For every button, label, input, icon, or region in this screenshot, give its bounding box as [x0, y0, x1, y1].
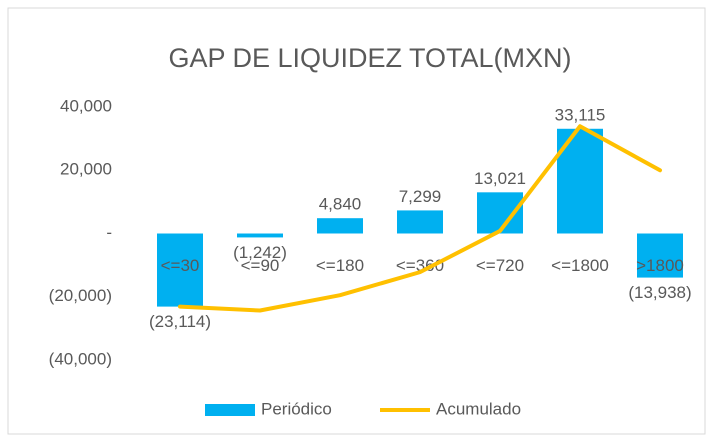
bar: [637, 233, 683, 278]
y-tick-label: (20,000): [49, 286, 112, 305]
data-label: 4,840: [319, 195, 362, 214]
x-tick-label: <=30: [161, 256, 200, 275]
bar: [397, 210, 443, 234]
legend-swatch: [205, 404, 255, 416]
x-tick-label: >1800: [636, 256, 684, 275]
x-tick-label: <=1800: [551, 256, 609, 275]
y-tick-label: (40,000): [49, 349, 112, 368]
bar: [157, 233, 203, 307]
x-tick-label: <=90: [241, 256, 280, 275]
line: [178, 124, 662, 313]
chart-title: GAP DE LIQUIDEZ TOTAL(MXN): [168, 43, 571, 73]
bar: [317, 218, 363, 234]
bar: [237, 233, 283, 238]
x-tick-label: <=180: [316, 256, 364, 275]
x-tick-label: <=720: [476, 256, 524, 275]
y-tick-label: 40,000: [60, 96, 112, 115]
data-label: (1,242): [233, 243, 287, 262]
data-label: (23,114): [149, 312, 211, 331]
data-label: (13,938): [628, 283, 691, 302]
data-label: 33,115: [555, 105, 606, 124]
y-tick-label: 20,000: [60, 160, 112, 179]
legend-label: Periódico: [261, 399, 332, 418]
x-tick-label: <=360: [396, 256, 444, 275]
legend-label: Acumulado: [436, 399, 521, 418]
data-label: 13,021: [474, 169, 526, 188]
y-tick-label: -: [106, 223, 112, 242]
data-label: 7,299: [399, 187, 442, 206]
